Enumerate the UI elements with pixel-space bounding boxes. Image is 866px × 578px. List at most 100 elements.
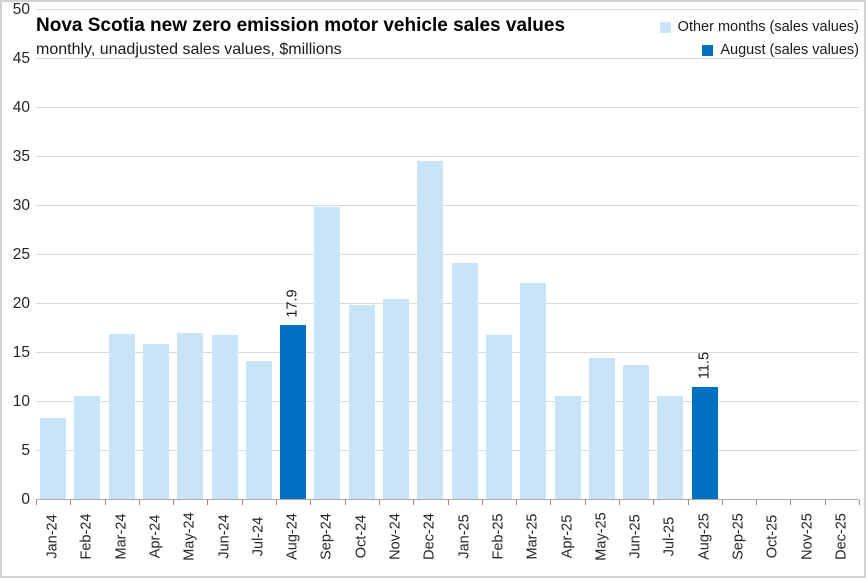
- y-axis-tick-label: 25: [12, 246, 30, 263]
- x-axis-tick-label: Sep-24: [318, 513, 335, 560]
- x-axis-tick-label: Mar-24: [113, 513, 130, 560]
- bar-jan-25: [451, 262, 478, 500]
- gridline-50: [36, 9, 859, 10]
- x-axis-tick: [859, 500, 860, 505]
- x-axis-tick: [241, 500, 243, 505]
- x-axis-tick-label: Oct-25: [764, 514, 781, 559]
- gridline-25: [36, 254, 859, 255]
- y-axis-tick-label: 5: [21, 442, 30, 459]
- x-axis-tick: [36, 500, 37, 505]
- x-axis-line: [36, 499, 859, 500]
- legend-swatch-other-months: [659, 21, 671, 33]
- x-axis-tick-label: Feb-24: [78, 513, 95, 560]
- x-axis-tick: [824, 500, 826, 505]
- plot-area: [36, 9, 859, 500]
- chart-title: Nova Scotia new zero emission motor vehi…: [36, 15, 566, 36]
- gridline-20: [36, 303, 859, 304]
- x-axis-tick-label: Jan-25: [456, 514, 473, 559]
- bar-nov-24: [383, 299, 410, 500]
- bar-mar-25: [520, 283, 547, 500]
- legend-item-other-months: Other months (sales values): [659, 16, 859, 38]
- x-axis-tick: [653, 500, 655, 505]
- x-axis-tick: [207, 500, 209, 505]
- legend: Other months (sales values) August (sales…: [659, 16, 859, 62]
- gridline-30: [36, 205, 859, 206]
- y-axis-tick-label: 50: [12, 1, 30, 18]
- y-axis-tick-label: 0: [21, 491, 30, 508]
- x-axis-tick: [790, 500, 792, 505]
- x-axis-tick: [550, 500, 552, 505]
- bar-feb-25: [485, 335, 512, 500]
- legend-label-august: August (sales values): [720, 42, 859, 58]
- x-axis-tick: [721, 500, 723, 505]
- y-axis-tick-label: 30: [12, 197, 30, 214]
- gridline-10: [36, 401, 859, 402]
- x-axis-tick: [173, 500, 175, 505]
- x-axis-tick: [310, 500, 312, 505]
- bar-data-label-aug-24: 17.9: [284, 288, 301, 318]
- x-axis-tick: [378, 500, 380, 505]
- x-axis-tick: [138, 500, 140, 505]
- x-axis-tick: [413, 500, 415, 505]
- y-axis-tick-label: 40: [12, 99, 30, 116]
- x-axis-tick-label: Apr-24: [147, 514, 164, 559]
- bar-data-label-aug-25: 11.5: [696, 352, 713, 380]
- x-axis-tick-label: Jan-24: [44, 514, 61, 559]
- x-axis-tick: [344, 500, 346, 505]
- bar-apr-24: [143, 344, 170, 500]
- x-axis-tick: [481, 500, 483, 505]
- x-axis-tick-label: Sep-25: [730, 513, 747, 560]
- x-axis-tick-label: May-24: [181, 512, 198, 561]
- gridline-35: [36, 156, 859, 157]
- x-axis-tick-label: Jun-24: [216, 514, 233, 559]
- x-axis-tick: [276, 500, 278, 505]
- y-axis-tick-label: 20: [12, 295, 30, 312]
- bar-jun-25: [623, 364, 650, 500]
- y-axis-tick-label: 45: [12, 50, 30, 67]
- bar-august-aug-25: [691, 387, 718, 500]
- bar-mar-24: [108, 334, 135, 500]
- bar-jun-24: [211, 335, 238, 500]
- x-axis-tick-label: Mar-25: [524, 513, 541, 560]
- y-axis-tick-label: 35: [12, 148, 30, 165]
- x-axis-tick-label: May-25: [593, 512, 610, 561]
- y-axis-tick-label: 10: [12, 393, 30, 410]
- x-axis-tick-label: Jul-25: [661, 516, 678, 557]
- bar-jul-24: [245, 360, 272, 500]
- x-axis-tick-label: Nov-24: [387, 513, 404, 560]
- x-axis-tick: [104, 500, 106, 505]
- legend-item-august: August (sales values): [660, 39, 859, 61]
- x-axis-tick: [756, 500, 758, 505]
- x-axis-tick-label: Jun-25: [627, 514, 644, 559]
- x-axis-tick: [584, 500, 586, 505]
- legend-label-other-months: Other months (sales values): [677, 19, 859, 35]
- x-axis-tick: [447, 500, 449, 505]
- x-axis-tick-label: Aug-24: [284, 513, 301, 560]
- gridline-5: [36, 450, 859, 451]
- gridline-15: [36, 352, 859, 353]
- legend-swatch-august: [702, 44, 714, 56]
- gridline-45: [36, 58, 859, 59]
- x-axis-tick-label: Dec-25: [833, 513, 850, 560]
- bar-jan-24: [40, 417, 67, 500]
- title-block: Nova Scotia new zero emission motor vehi…: [36, 14, 565, 60]
- x-axis-tick: [516, 500, 518, 505]
- bar-jul-25: [657, 396, 684, 500]
- x-axis-tick-label: Aug-25: [696, 513, 713, 560]
- bar-oct-24: [348, 304, 375, 500]
- bar-apr-25: [554, 396, 581, 500]
- x-axis-tick-label: Nov-25: [799, 513, 816, 560]
- x-axis-tick: [618, 500, 620, 505]
- x-axis-tick-label: Apr-25: [559, 514, 576, 559]
- bar-dec-24: [417, 160, 444, 500]
- x-axis-tick: [687, 500, 689, 505]
- bar-sep-24: [314, 206, 341, 500]
- bar-feb-24: [74, 396, 101, 500]
- y-axis-tick-label: 15: [12, 344, 30, 361]
- bar-may-24: [177, 333, 204, 500]
- x-axis-tick-label: Dec-24: [421, 513, 438, 560]
- bar-may-25: [588, 357, 615, 500]
- x-axis-tick-label: Oct-24: [353, 514, 370, 559]
- x-axis-tick: [70, 500, 72, 505]
